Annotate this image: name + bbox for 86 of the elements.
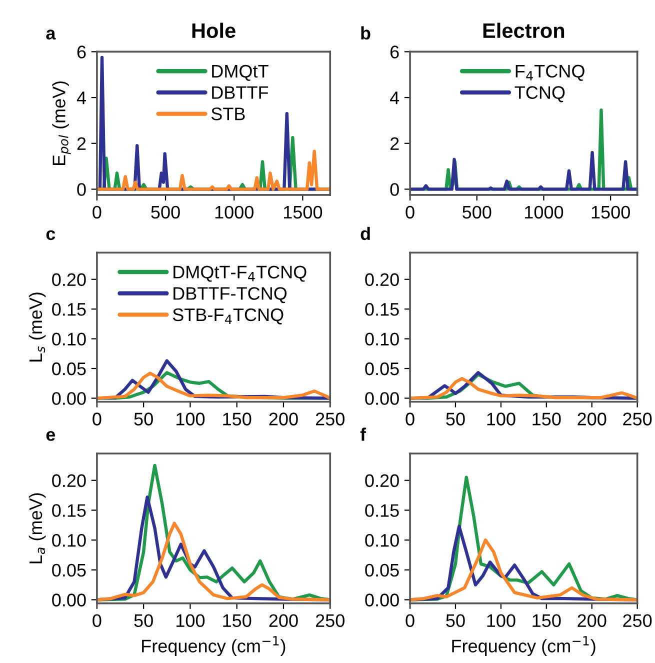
line-series (96, 522, 330, 602)
legend-label: DBTTF (212, 86, 268, 99)
x-tick-label: 150 (223, 412, 252, 426)
x-tick-label: 100 (487, 412, 516, 426)
x-tick-label: 0 (92, 206, 102, 219)
y-tick-label: 0.20 (52, 474, 86, 488)
text: a (46, 30, 56, 40)
x-tick-label: 1000 (215, 206, 254, 219)
y-tick-label: 0.15 (365, 504, 399, 517)
y-tick-label: 0.20 (365, 273, 399, 286)
x-tick-label: 500 (151, 206, 180, 219)
line-series (410, 538, 638, 602)
x-tick-label: 150 (532, 412, 561, 426)
legend-label: F$_{4}$TCNQ (516, 64, 584, 81)
y-axis-title: L$_{a}$ (meV) (28, 493, 46, 564)
x-tick-label: 500 (462, 206, 492, 219)
text: e (46, 431, 56, 441)
legend-label: DMQtT (212, 64, 268, 81)
y-tick-label: 0.05 (365, 362, 399, 376)
y-tick-label: 0.05 (365, 564, 399, 577)
text: d (360, 226, 370, 240)
y-tick-label: 2 (390, 137, 399, 150)
y-tick-label: 0.00 (365, 392, 399, 405)
y-tick-label: 6 (77, 46, 86, 58)
legend-label: STB (211, 108, 245, 120)
x-tick-label: 250 (623, 614, 652, 628)
x-tick-label: 200 (578, 614, 606, 628)
x-tick-label: 100 (176, 412, 205, 426)
line-series (410, 150, 638, 191)
legend-label: TCNQ (514, 86, 565, 102)
x-tick-label: 150 (223, 614, 252, 628)
y-tick-label: 4 (390, 92, 400, 104)
x-tick-label: 200 (269, 412, 298, 426)
x-tick-label: 0 (406, 206, 414, 219)
y-tick-label: 0 (77, 183, 86, 196)
y-axis-title: E$_{pol}$ (meV) (52, 81, 71, 165)
x-tick-label: 100 (487, 614, 516, 628)
x-tick-label: 1000 (525, 206, 564, 219)
y-tick-label: 0.00 (52, 392, 86, 405)
y-tick-label: 0.05 (52, 564, 86, 577)
x-tick-label: 200 (269, 614, 298, 628)
y-tick-label: 0.20 (52, 273, 86, 286)
chart-title: Hole (192, 22, 236, 38)
y-tick-label: 0.15 (365, 303, 399, 316)
x-tick-label: 50 (446, 412, 465, 426)
legend-label: DMQtT-F$_{4}$TCNQ (174, 266, 306, 282)
x-tick-label: 100 (176, 614, 205, 628)
y-tick-label: 0.10 (365, 332, 399, 346)
x-tick-label: 1500 (592, 206, 630, 219)
line-series (410, 377, 638, 400)
text: c (46, 230, 56, 240)
x-tick-label: 50 (134, 614, 153, 628)
y-axis-title: L$_{s}$ (meV) (28, 292, 46, 362)
x-axis-title: Frequency (cm$^{−1}$) (452, 636, 596, 656)
y-tick-label: 0 (390, 183, 399, 196)
y-tick-label: 0.00 (52, 594, 86, 606)
y-tick-label: 4 (76, 92, 86, 104)
x-tick-label: 1500 (284, 206, 322, 219)
chart-title: Electron (483, 22, 564, 38)
x-tick-label: 0 (92, 614, 102, 628)
legend-label: STB-F$_{4}$TCNQ (172, 308, 284, 324)
y-tick-label: 0.05 (52, 362, 86, 376)
y-tick-label: 0.00 (365, 594, 399, 606)
x-tick-label: 0 (406, 614, 414, 628)
y-tick-label: 6 (390, 46, 399, 58)
legend-label: DBTTF-TCNQ (174, 287, 287, 304)
x-axis-title: Frequency (cm$^{−1}$) (142, 636, 286, 656)
y-tick-label: 0.15 (52, 504, 86, 517)
y-tick-label: 0.10 (365, 534, 399, 547)
line-series (96, 150, 330, 191)
y-tick-label: 0.10 (52, 332, 86, 346)
x-tick-label: 50 (446, 614, 465, 628)
x-tick-label: 250 (623, 412, 652, 426)
x-tick-label: 150 (532, 614, 561, 628)
x-tick-label: 250 (316, 614, 344, 628)
x-tick-label: 250 (316, 412, 344, 426)
y-tick-label: 0.15 (52, 303, 86, 316)
x-tick-label: 50 (134, 412, 153, 426)
x-tick-label: 200 (578, 412, 606, 426)
y-tick-label: 0.10 (52, 534, 86, 547)
x-tick-label: 0 (406, 412, 414, 426)
y-tick-label: 2 (77, 137, 86, 150)
y-tick-label: 0.20 (365, 474, 399, 488)
text: b (361, 26, 370, 40)
text: f (360, 428, 366, 441)
x-tick-label: 0 (92, 412, 102, 426)
